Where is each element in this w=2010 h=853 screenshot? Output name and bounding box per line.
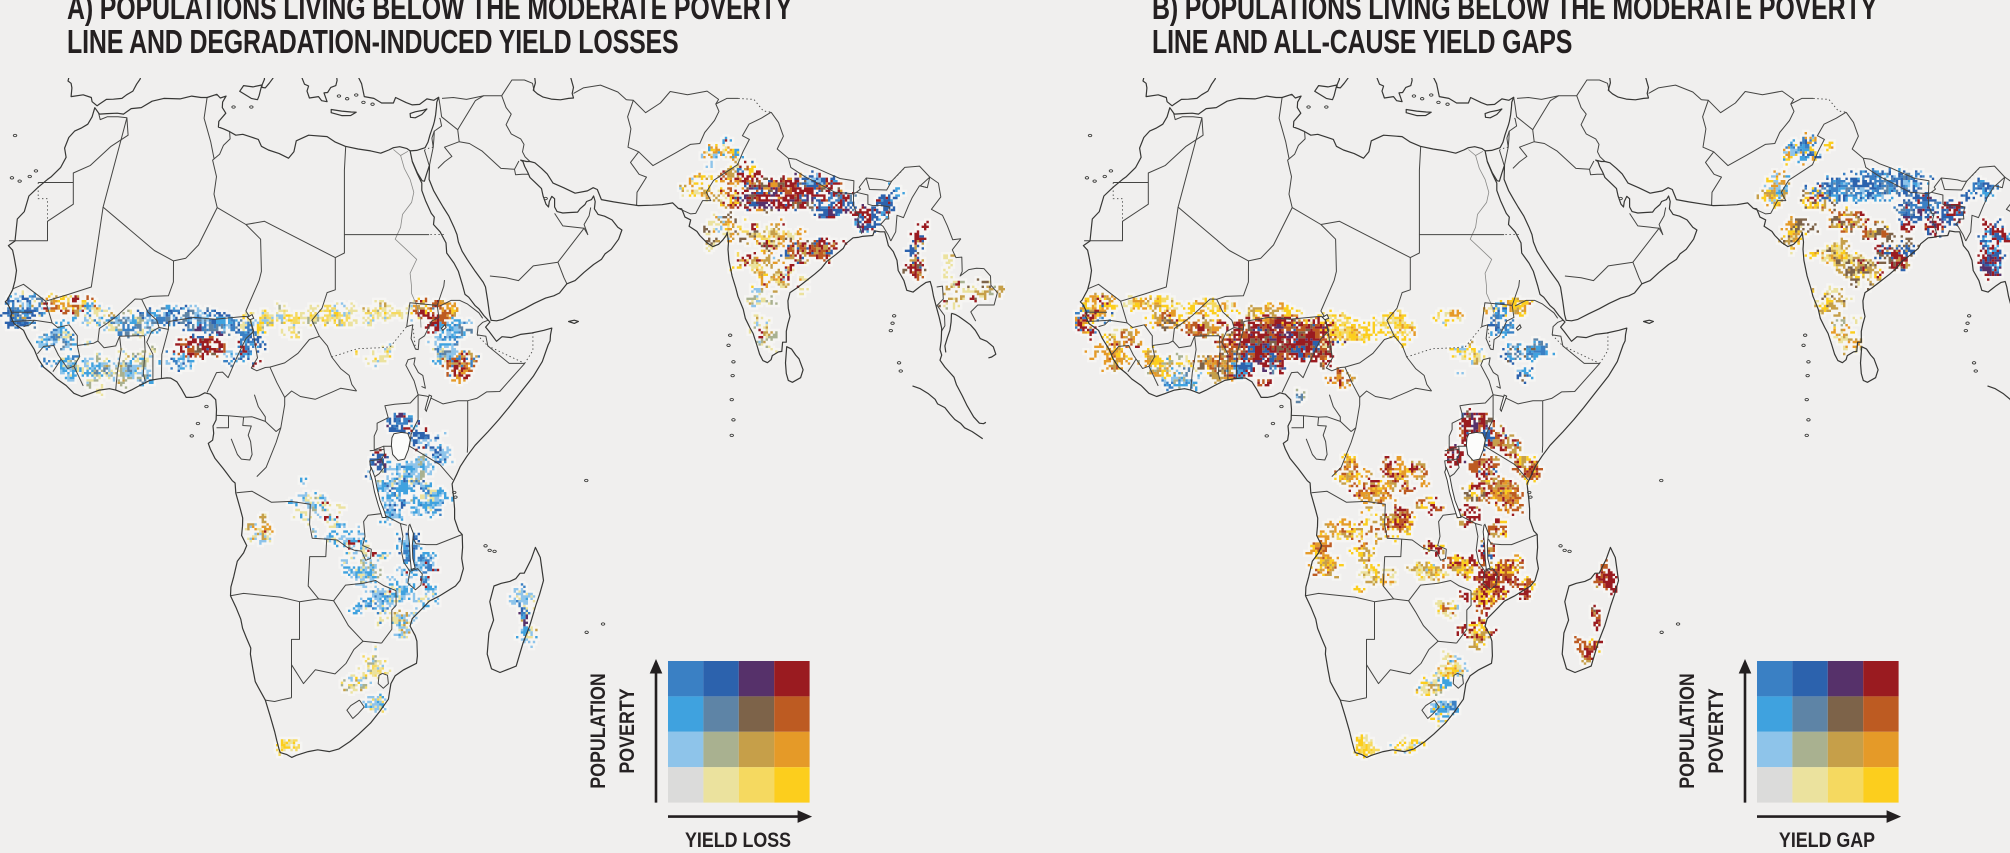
- svg-text:YIELD GAP: YIELD GAP: [1779, 829, 1875, 853]
- svg-text:POVERTY: POVERTY: [616, 688, 640, 773]
- svg-text:YIELD LOSS: YIELD LOSS: [685, 829, 791, 853]
- svg-text:POPULATION: POPULATION: [1676, 673, 1700, 789]
- svg-text:POVERTY: POVERTY: [1705, 688, 1729, 773]
- svg-text:POPULATION: POPULATION: [587, 673, 611, 789]
